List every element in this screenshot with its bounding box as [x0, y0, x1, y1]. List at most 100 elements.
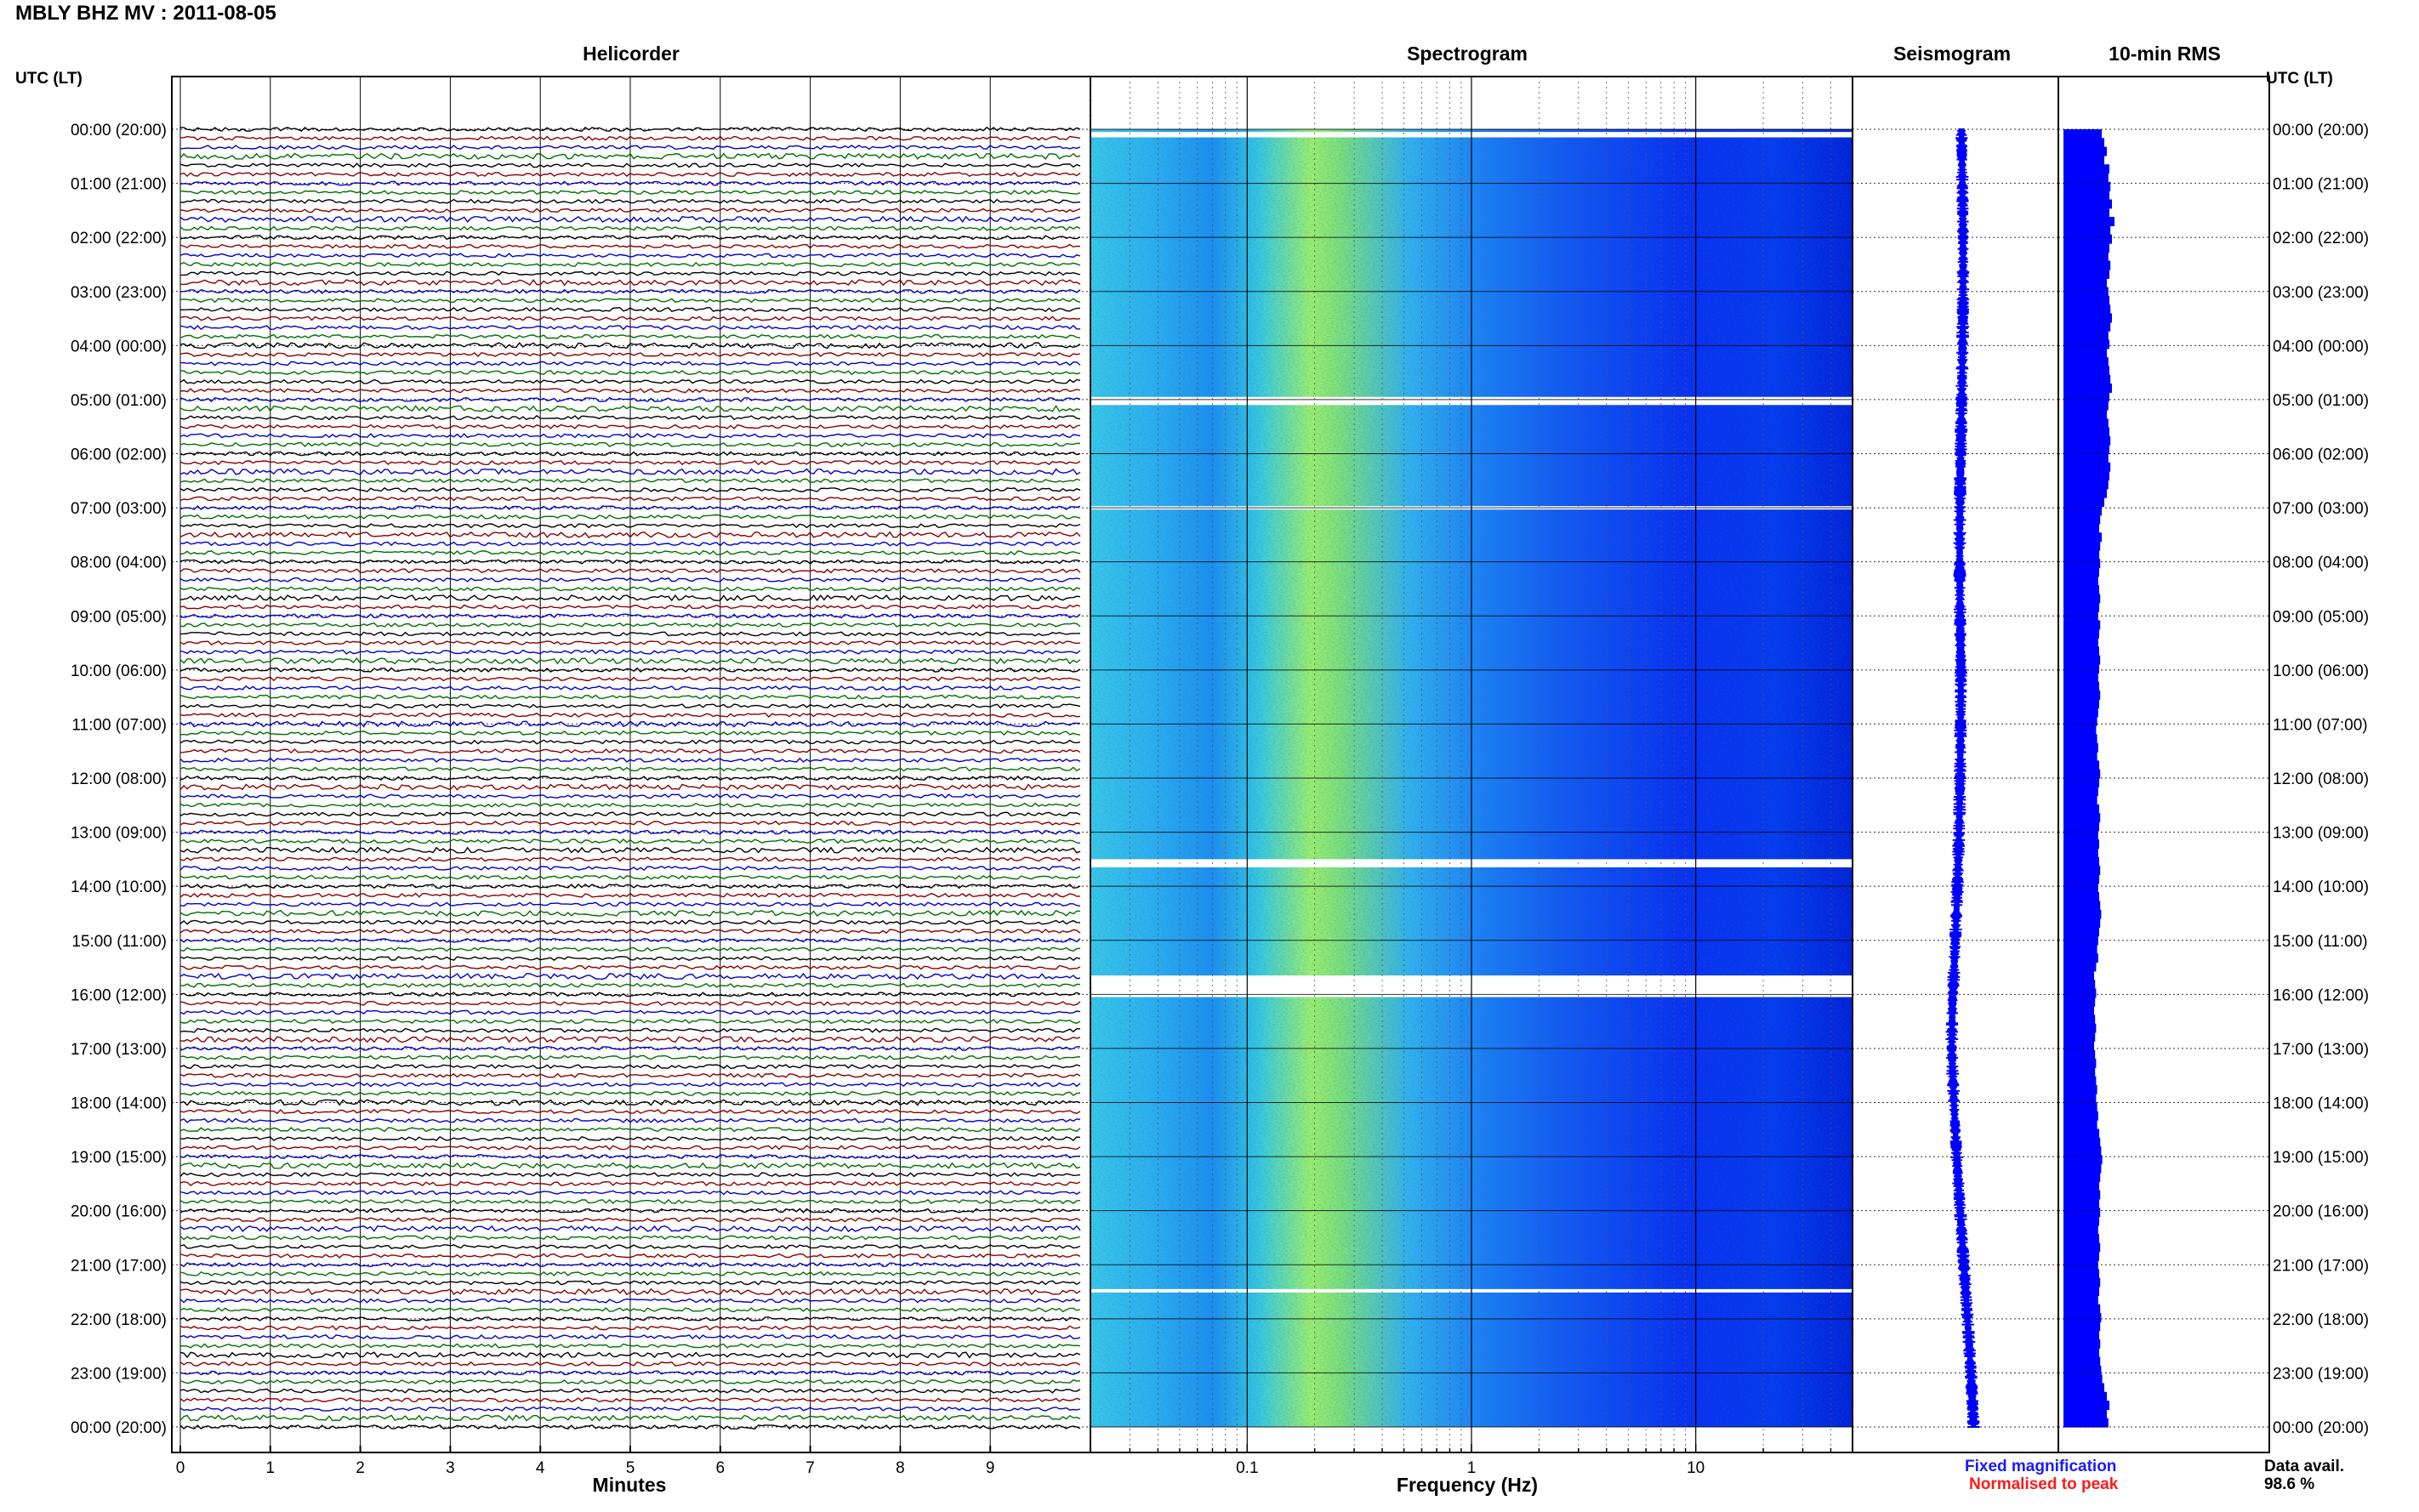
minute-tick-label: 2: [356, 1459, 365, 1477]
helicorder-trace: [179, 1198, 1081, 1205]
rms-bar: [2063, 1304, 2101, 1314]
rms-bar: [2063, 1163, 2102, 1174]
rms-bar: [2063, 1287, 2099, 1296]
helicorder-trace: [179, 333, 1081, 339]
hour-label-right: 21:00 (17:00): [2273, 1257, 2369, 1275]
helicorder-trace: [179, 1343, 1081, 1349]
hour-label-left: 03:00 (23:00): [71, 284, 167, 302]
helicorder-trace: [179, 1099, 1081, 1106]
rms-bar: [2063, 866, 2101, 876]
rms-bar: [2063, 1365, 2102, 1375]
hour-label-left: 14:00 (10:00): [71, 878, 167, 896]
rms-bar: [2063, 1006, 2094, 1015]
hour-label-right: 23:00 (19:00): [2273, 1365, 2369, 1383]
rms-bar: [2063, 435, 2111, 446]
helicorder-trace: [179, 207, 1081, 213]
hour-label-left: 11:00 (07:00): [71, 716, 167, 734]
minute-tick-label: 8: [896, 1459, 905, 1477]
helicorder-trace: [179, 1127, 1081, 1133]
rms-bar: [2063, 1041, 2094, 1051]
rms-bar: [2063, 1216, 2099, 1226]
rms-bar: [2063, 804, 2099, 814]
hour-label-right: 12:00 (08:00): [2273, 770, 2369, 788]
frequency-tick-label: 10: [1687, 1459, 1705, 1477]
minute-tick-label: 3: [446, 1459, 455, 1477]
helicorder-trace: [179, 531, 1081, 538]
rms-bar: [2063, 725, 2097, 736]
helicorder-trace: [179, 739, 1081, 745]
helicorder-trace: [179, 198, 1081, 204]
rms-bar: [2063, 384, 2112, 393]
hour-label-left: 09:00 (05:00): [71, 608, 167, 626]
helicorder-trace: [179, 856, 1081, 862]
rms-bar: [2063, 1023, 2097, 1033]
hour-label-right: 13:00 (09:00): [2273, 825, 2369, 843]
rms-bar: [2063, 778, 2099, 787]
data-availability-value: 98.6 %: [2264, 1475, 2315, 1493]
rms-bar: [2063, 1295, 2098, 1305]
helicorder-trace: [179, 1117, 1081, 1123]
rms-bar: [2063, 638, 2098, 647]
helicorder-trace: [179, 783, 1081, 791]
helicorder-trace: [180, 270, 1081, 276]
helicorder-trace: [179, 1009, 1081, 1015]
helicorder-trace: [179, 460, 1081, 466]
helicorder-trace: [179, 829, 1081, 835]
rms-bar: [2063, 146, 2107, 156]
seismogram-title: Seismogram: [1893, 43, 2012, 65]
rms-bar: [2063, 839, 2099, 850]
helicorder-trace: [179, 423, 1081, 429]
helicorder-trace: [179, 162, 1081, 168]
rms-bar: [2063, 1111, 2098, 1121]
helicorder-trace: [179, 639, 1081, 646]
helicorder-trace: [179, 135, 1081, 141]
rms-bar: [2063, 1330, 2099, 1340]
helicorder-trace: [179, 964, 1081, 970]
rms-bar: [2063, 1208, 2101, 1218]
rms-bar: [2063, 962, 2097, 972]
rms-bar: [2063, 980, 2096, 990]
rms-bar: [2063, 1374, 2103, 1384]
minute-tick-label: 0: [176, 1459, 185, 1477]
rms-bar: [2063, 225, 2111, 236]
helicorder-trace: [179, 594, 1081, 602]
helicorder-trace: [179, 676, 1081, 682]
rms-bar: [2063, 997, 2096, 1007]
helicorder-trace: [179, 523, 1081, 529]
helicorder-trace: [179, 820, 1081, 826]
rms-bar: [2063, 313, 2112, 323]
helicorder-trace: [179, 1307, 1081, 1313]
helicorder-trace: [179, 514, 1081, 520]
minute-tick-label: 9: [986, 1459, 995, 1477]
helicorder-trace: [179, 730, 1081, 736]
hour-label-left: 08:00 (04:00): [71, 554, 167, 572]
rms-bar: [2063, 278, 2107, 288]
rms-bar: [2063, 1137, 2101, 1147]
hour-label-right: 16:00 (12:00): [2273, 986, 2369, 1004]
helicorder-trace: [179, 1406, 1081, 1412]
helicorder-trace: [179, 190, 1081, 196]
rms-bar: [2063, 1084, 2097, 1094]
rms-bar: [2063, 856, 2099, 867]
rms-bar: [2063, 1058, 2097, 1068]
rms-bar: [2063, 752, 2097, 761]
hour-label-left: 12:00 (08:00): [71, 770, 167, 788]
helicorder-trace: [179, 1351, 1081, 1359]
helicorder-trace: [179, 631, 1081, 637]
rms-bar: [2063, 1269, 2099, 1279]
helicorder-trace: [179, 1019, 1081, 1025]
page-title: MBLY BHZ MV : 2011-08-05: [15, 2, 276, 25]
rms-bar: [2063, 708, 2098, 718]
rms-bar: [2063, 331, 2109, 341]
rms-bar: [2063, 821, 2099, 832]
rms-bar: [2063, 1094, 2097, 1104]
minute-tick-label: 5: [626, 1459, 635, 1477]
data-availability-label: Data avail.: [2264, 1458, 2344, 1475]
helicorder-trace: [179, 846, 1081, 854]
rms-frame: [2058, 76, 2270, 1453]
rms-bar: [2063, 164, 2109, 174]
rms-bar: [2063, 374, 2111, 384]
helicorder-trace: [179, 171, 1081, 178]
helicorder-trace: [179, 1172, 1081, 1178]
hour-label-left: 20:00 (16:00): [71, 1203, 167, 1221]
